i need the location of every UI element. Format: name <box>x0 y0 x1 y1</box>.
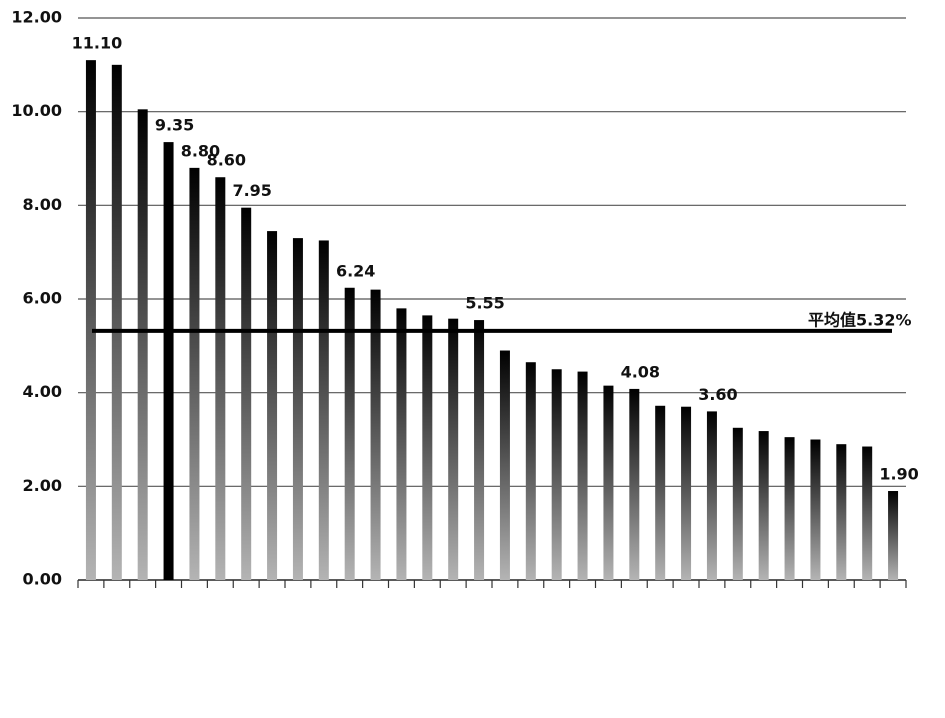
data-label: 9.35 <box>155 116 194 135</box>
y-tick-label: 12.00 <box>11 8 62 27</box>
bar <box>758 431 769 580</box>
bar <box>551 369 562 580</box>
bar <box>784 437 795 580</box>
data-label: 1.90 <box>879 465 918 484</box>
bar <box>448 318 459 580</box>
data-label: 6.24 <box>336 261 375 280</box>
bar <box>499 350 510 580</box>
bar <box>603 385 614 580</box>
bar <box>163 142 174 580</box>
bar <box>267 231 278 580</box>
bar <box>681 406 692 580</box>
bar <box>862 446 873 580</box>
bar <box>370 289 381 580</box>
bar <box>888 491 899 580</box>
bar <box>655 405 666 580</box>
bar <box>810 439 821 580</box>
average-label: 平均值5.32% <box>808 310 912 329</box>
y-tick-label: 4.00 <box>23 382 62 401</box>
bar <box>344 287 355 580</box>
y-tick-label: 6.00 <box>23 289 62 308</box>
y-tick-label: 10.00 <box>11 101 62 120</box>
data-label: 7.95 <box>232 181 271 200</box>
y-tick-label: 0.00 <box>23 570 62 589</box>
bar <box>836 444 847 580</box>
bar <box>215 177 226 580</box>
bar <box>629 388 640 580</box>
bar <box>396 308 407 580</box>
data-label: 4.08 <box>621 362 660 381</box>
bar <box>706 411 717 580</box>
bar <box>241 207 252 581</box>
bar <box>189 167 200 580</box>
data-label: 8.80 <box>181 141 220 160</box>
bar <box>111 64 122 581</box>
y-tick-label: 2.00 <box>23 476 62 495</box>
data-label: 3.60 <box>698 385 737 404</box>
bar <box>577 371 588 580</box>
bar <box>525 362 536 580</box>
bar <box>137 109 148 580</box>
bar <box>85 60 96 580</box>
data-label: 11.10 <box>72 34 123 53</box>
data-label: 5.55 <box>465 294 504 313</box>
bar <box>422 315 433 580</box>
bar <box>318 240 329 581</box>
y-tick-label: 8.00 <box>23 195 62 214</box>
bar <box>732 427 743 580</box>
bar <box>292 238 303 580</box>
bar <box>474 320 485 580</box>
data-label: 8.60 <box>207 151 246 170</box>
